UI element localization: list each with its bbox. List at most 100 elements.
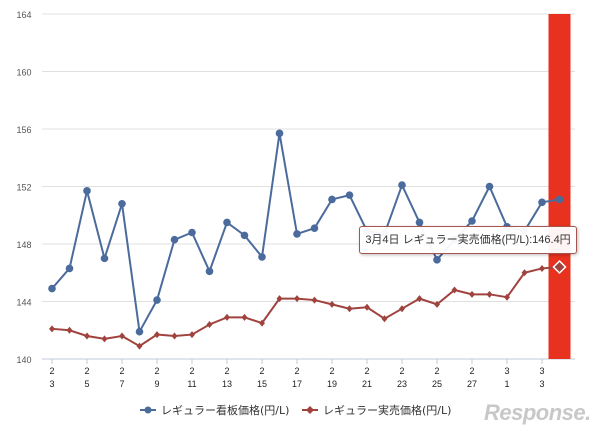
data-point bbox=[205, 267, 214, 276]
legend-marker bbox=[144, 406, 152, 414]
x-tick-label: 2 bbox=[154, 366, 159, 376]
x-tick-label: 5 bbox=[84, 379, 89, 389]
data-point bbox=[416, 295, 423, 303]
data-point-highlighted bbox=[552, 259, 567, 275]
data-point bbox=[189, 331, 195, 339]
data-point bbox=[399, 305, 405, 313]
data-point bbox=[119, 332, 125, 340]
y-tick-label: 156 bbox=[16, 125, 31, 135]
data-point bbox=[469, 290, 475, 298]
legend-marker bbox=[306, 406, 314, 414]
x-tick-label: 3 bbox=[49, 379, 54, 389]
data-point bbox=[381, 315, 388, 323]
data-point bbox=[170, 235, 179, 244]
x-tick-label: 2 bbox=[119, 366, 124, 376]
data-point bbox=[329, 300, 335, 308]
x-tick-label: 15 bbox=[257, 379, 267, 389]
x-tick-label: 2 bbox=[189, 366, 194, 376]
series-line bbox=[51, 266, 560, 348]
data-point bbox=[276, 295, 283, 303]
data-point bbox=[504, 293, 510, 301]
x-tick-label: 3 bbox=[539, 366, 544, 376]
x-tick-label: 2 bbox=[399, 366, 404, 376]
data-point bbox=[65, 264, 74, 273]
response-logo-watermark: Response. bbox=[484, 400, 591, 425]
data-point bbox=[49, 325, 55, 333]
x-tick-label: 27 bbox=[467, 379, 477, 389]
data-point bbox=[555, 195, 564, 204]
data-point bbox=[468, 217, 476, 225]
data-point bbox=[66, 326, 73, 334]
data-point bbox=[294, 295, 300, 303]
data-point bbox=[346, 305, 353, 313]
data-point bbox=[538, 198, 546, 207]
data-point bbox=[101, 335, 108, 343]
y-tick-label: 144 bbox=[16, 298, 31, 308]
x-tick-label: 21 bbox=[362, 379, 372, 389]
data-point bbox=[118, 199, 126, 208]
data-point bbox=[415, 218, 424, 227]
data-point bbox=[345, 191, 354, 199]
x-tick-label: 9 bbox=[154, 379, 159, 389]
y-tick-label: 164 bbox=[16, 10, 31, 20]
data-point bbox=[136, 342, 143, 350]
x-tick-label: 2 bbox=[224, 366, 229, 376]
data-point bbox=[171, 332, 178, 340]
data-point bbox=[259, 319, 265, 327]
data-point bbox=[433, 256, 441, 264]
data-point bbox=[135, 327, 144, 336]
legend-label: レギュラー実売価格(円/L) bbox=[323, 403, 451, 417]
data-point bbox=[100, 254, 109, 263]
y-tick-label: 140 bbox=[16, 355, 31, 365]
data-point bbox=[223, 218, 231, 227]
x-tick-label: 2 bbox=[259, 366, 264, 376]
legend-label: レギュラー看板価格(円/L) bbox=[161, 403, 289, 417]
data-point bbox=[83, 187, 91, 195]
data-point bbox=[188, 228, 196, 237]
x-tick-label: 3 bbox=[504, 366, 509, 376]
x-tick-label: 3 bbox=[539, 379, 544, 389]
data-point bbox=[521, 269, 528, 277]
x-tick-label: 19 bbox=[327, 379, 337, 389]
data-point bbox=[275, 129, 284, 138]
data-point bbox=[311, 296, 318, 304]
x-tick-label: 2 bbox=[49, 366, 54, 376]
data-point bbox=[153, 296, 161, 304]
data-point bbox=[84, 332, 90, 340]
x-tick-label: 1 bbox=[504, 379, 509, 389]
data-point bbox=[293, 230, 301, 238]
data-point bbox=[241, 313, 248, 321]
y-tick-label: 148 bbox=[16, 240, 31, 250]
data-point bbox=[258, 253, 266, 261]
x-tick-label: 2 bbox=[294, 366, 299, 376]
data-point bbox=[434, 300, 440, 308]
x-tick-label: 7 bbox=[119, 379, 124, 389]
series-line bbox=[51, 133, 560, 335]
x-tick-label: 2 bbox=[364, 366, 369, 376]
data-point bbox=[328, 195, 336, 204]
x-tick-label: 11 bbox=[187, 379, 196, 389]
data-point bbox=[154, 331, 160, 339]
data-point bbox=[364, 303, 370, 311]
data-point bbox=[486, 290, 493, 298]
data-point bbox=[310, 224, 319, 232]
data-point bbox=[224, 313, 230, 321]
data-point bbox=[206, 321, 213, 328]
x-tick-label: 2 bbox=[434, 366, 439, 376]
tooltip: 3月4日 レギュラー実売価格(円/L):146.4円 bbox=[359, 226, 577, 254]
y-tick-label: 152 bbox=[16, 183, 31, 193]
data-point bbox=[48, 284, 56, 293]
x-tick-label: 2 bbox=[469, 366, 474, 376]
x-tick-label: 2 bbox=[84, 366, 89, 376]
data-point bbox=[539, 264, 545, 272]
x-tick-label: 25 bbox=[432, 379, 442, 389]
data-point bbox=[451, 286, 458, 294]
highlight-band bbox=[548, 14, 571, 359]
x-tick-label: 23 bbox=[397, 379, 407, 389]
x-tick-label: 13 bbox=[222, 379, 232, 389]
data-point bbox=[485, 182, 494, 191]
x-tick-label: 17 bbox=[292, 379, 302, 389]
x-tick-label: 2 bbox=[329, 366, 334, 376]
data-point bbox=[398, 181, 406, 189]
